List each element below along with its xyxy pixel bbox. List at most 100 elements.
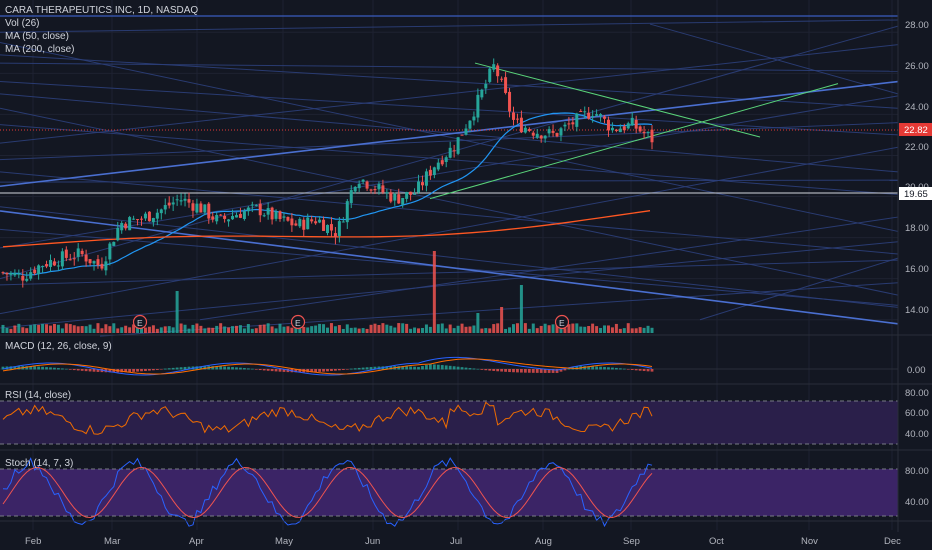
macd-histogram-bar (274, 369, 278, 372)
macd-histogram-bar (460, 367, 464, 370)
candle-body (155, 212, 159, 219)
macd-histogram-bar (124, 369, 128, 373)
pane-separators[interactable] (0, 0, 932, 532)
candle-body (345, 201, 349, 223)
candle-body (409, 191, 413, 195)
candle-body (579, 110, 583, 112)
volume-bar (614, 323, 618, 333)
candle-body (618, 128, 622, 133)
candle-body (559, 128, 563, 136)
earnings-marker[interactable]: E (132, 314, 148, 330)
candle-body (393, 193, 397, 201)
volume-bar (555, 324, 559, 333)
symbol-title[interactable]: CARA THERAPEUTICS INC, 1D, NASDAQ (5, 5, 199, 16)
volume-bar (357, 328, 361, 333)
macd-histogram-bar (227, 366, 230, 370)
time-tick-dec: Dec (884, 536, 901, 547)
candle-body (124, 223, 128, 229)
macd-histogram-bar (29, 366, 33, 370)
volume-bar (48, 325, 52, 333)
macd-histogram-bar (603, 366, 606, 370)
volume-indicator-label[interactable]: Vol (26) (5, 18, 40, 29)
volume-bar (377, 324, 381, 333)
candle-body (496, 65, 500, 77)
macd-signal-line (2, 358, 653, 375)
macd-histogram-bar (630, 369, 634, 370)
macd-histogram-bar (132, 369, 135, 372)
macd-legend[interactable]: MACD (12, 26, close, 9) (5, 341, 112, 352)
macd-histogram-bar (266, 369, 270, 371)
earnings-marker[interactable]: E (290, 314, 306, 330)
candle-body (270, 207, 274, 220)
volume-bar (290, 327, 294, 333)
volume-bar (492, 324, 496, 333)
macd-histogram-bar (520, 369, 523, 373)
trendline (0, 206, 899, 308)
volume-bar (52, 323, 56, 333)
macd-histogram-bar (488, 369, 492, 371)
level-badge (899, 187, 932, 200)
candle-body (318, 219, 322, 223)
volume-bar (37, 324, 41, 333)
candle-body (646, 131, 650, 133)
macd-histogram-bar (235, 367, 238, 370)
macd-histogram-bar (199, 366, 203, 370)
candle-body (250, 204, 254, 206)
price-axis[interactable]: 28.00 26.00 24.00 22.00 20.00 18.00 16.0… (899, 20, 932, 508)
candle-body (199, 203, 203, 213)
candle-body (203, 204, 207, 213)
candle-body (365, 181, 369, 189)
macd-histogram-bar (642, 369, 646, 372)
trendline (0, 81, 899, 136)
candle-body (508, 91, 512, 112)
macd-histogram-bar (92, 369, 96, 372)
macd-histogram-bar (626, 369, 630, 370)
volume-bar (373, 323, 377, 333)
trendline (0, 146, 899, 315)
earnings-marker[interactable]: E (554, 314, 570, 330)
volume-bar (603, 325, 607, 333)
macd-histogram-bar (444, 365, 448, 370)
volume-bar (234, 325, 238, 333)
macd-histogram-bar (148, 369, 151, 371)
macd-histogram-bar (25, 366, 29, 370)
candle-body (41, 266, 45, 268)
volume-bar (579, 326, 583, 333)
macd-histogram-bar (112, 369, 116, 373)
volume-bar (420, 327, 424, 333)
macd-histogram-bar (622, 368, 626, 370)
earnings-markers[interactable]: E E E (132, 314, 570, 330)
volume-bar (5, 327, 9, 333)
ma50-line (2, 112, 653, 276)
candle-body (519, 117, 523, 133)
rsi-legend[interactable]: RSI (14, close) (5, 390, 72, 401)
trendline (0, 241, 899, 329)
stoch-tick-80: 80.00 (905, 466, 929, 477)
candle-body (551, 130, 555, 133)
ma50-indicator-label[interactable]: MA (50, close) (5, 31, 69, 42)
trendline (0, 93, 899, 173)
macd-histogram-bar (80, 369, 84, 371)
time-axis[interactable]: Feb Mar Apr May Jun Jul Aug Sep Oct Nov … (25, 536, 901, 547)
macd-histogram-bar (322, 369, 325, 372)
volume-bar (215, 325, 219, 333)
ma200-indicator-label[interactable]: MA (200, close) (5, 44, 75, 55)
candle-body (80, 250, 84, 255)
candle-body (290, 218, 294, 226)
macd-histogram-bar (547, 369, 551, 373)
stoch-legend[interactable]: Stoch (14, 7, 3) (5, 458, 74, 469)
candle-body (326, 224, 329, 234)
volume-bar (112, 323, 116, 333)
rsi-band (0, 401, 898, 444)
candle-body (282, 216, 286, 218)
volume-bar (302, 326, 306, 333)
candle-body (638, 126, 642, 132)
price-tick-16: 16.00 (905, 264, 929, 275)
volume-bar (84, 326, 88, 333)
price-tick-28: 28.00 (905, 20, 929, 31)
candle-body (484, 83, 488, 89)
candle-body (444, 157, 448, 163)
macd-histogram-bar (559, 369, 563, 372)
macd-histogram-bar (614, 367, 618, 370)
